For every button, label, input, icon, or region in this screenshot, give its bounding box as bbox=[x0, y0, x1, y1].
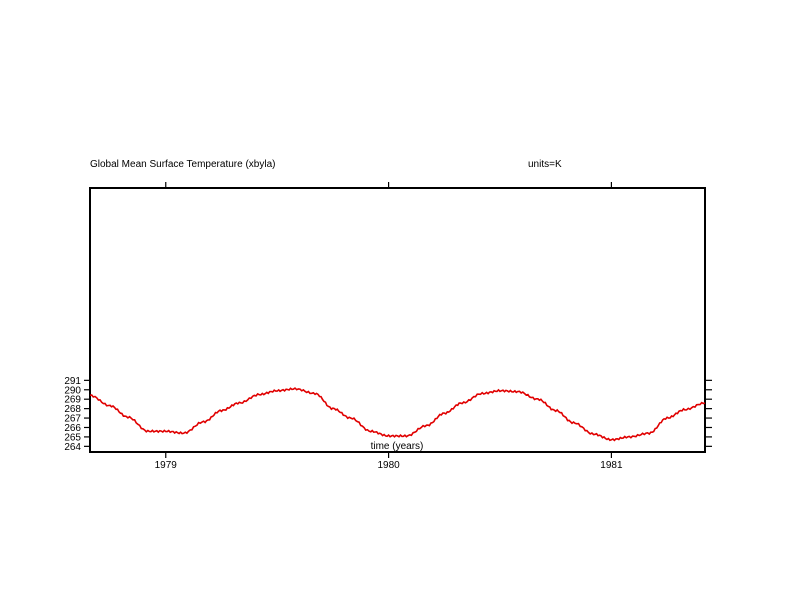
y-tick-label: 264 bbox=[64, 442, 81, 453]
y-tick-label: 268 bbox=[64, 404, 81, 415]
x-tick-label: 1980 bbox=[377, 460, 400, 471]
x-tick-label: 1979 bbox=[155, 460, 178, 471]
y-tick-label: 267 bbox=[64, 414, 81, 425]
x-axis-label: time (years) bbox=[371, 441, 424, 452]
y-tick-label: 266 bbox=[64, 423, 81, 434]
y-tick-label: 265 bbox=[64, 432, 81, 443]
plot-frame bbox=[89, 187, 706, 453]
chart-title: Global Mean Surface Temperature (xbyla) bbox=[90, 159, 275, 170]
y-tick-label: 291 bbox=[64, 376, 81, 387]
y-tick-label: 269 bbox=[64, 395, 81, 406]
units-label: units=K bbox=[528, 159, 562, 170]
y-tick-label: 290 bbox=[64, 385, 81, 396]
series-group bbox=[89, 387, 706, 442]
series-line bbox=[89, 387, 706, 442]
x-tick-label: 1981 bbox=[600, 460, 623, 471]
